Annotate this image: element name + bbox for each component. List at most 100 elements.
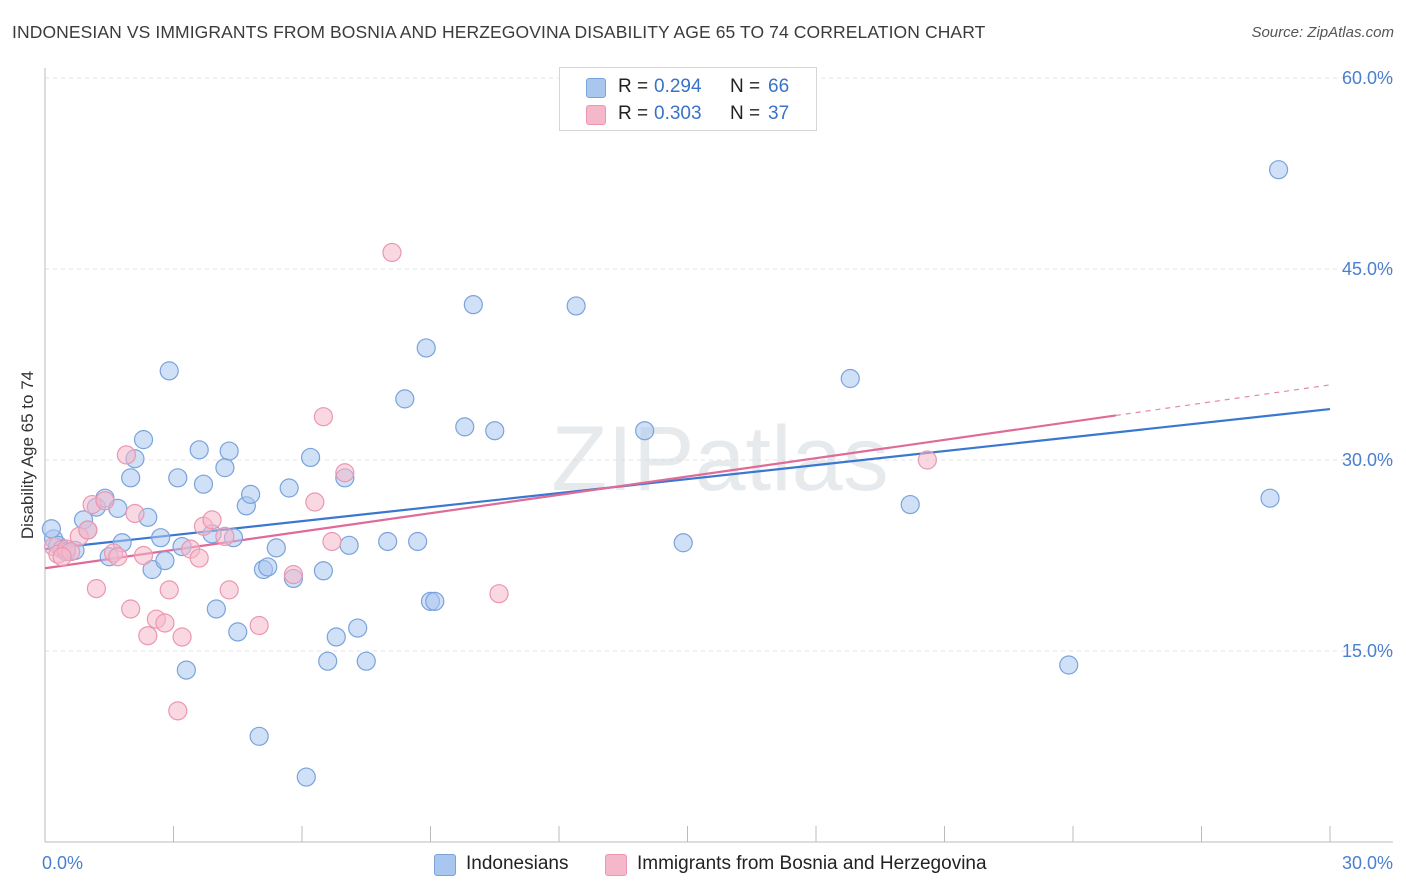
point-indonesian (300, 447, 321, 468)
y-axis-label: Disability Age 65 to 74 (18, 371, 37, 539)
bottom-legend-label: Indonesians (466, 853, 569, 874)
point-bosnia (121, 599, 141, 619)
point-indonesian (168, 468, 188, 488)
point-indonesian (155, 550, 175, 571)
point-indonesian (635, 421, 655, 441)
point-indonesian (296, 767, 316, 787)
point-indonesian (121, 468, 141, 488)
point-bosnia (86, 579, 107, 599)
point-bosnia (189, 548, 209, 568)
point-indonesian (378, 531, 398, 552)
point-indonesian (151, 528, 171, 548)
point-indonesian (425, 591, 445, 611)
point-indonesian (485, 421, 505, 441)
legend-n-label: N = (730, 76, 761, 97)
data-points (41, 160, 1289, 787)
trend-line-indonesian (44, 407, 1331, 551)
bottom-legend-swatch-blue (434, 854, 456, 876)
point-bosnia (322, 531, 342, 552)
grid-lines (45, 77, 1393, 652)
point-bosnia (202, 510, 222, 530)
point-bosnia (489, 584, 509, 604)
point-bosnia (108, 547, 128, 567)
point-bosnia (168, 701, 188, 721)
x-tick-label: 0.0% (42, 853, 83, 873)
point-indonesian (395, 389, 415, 409)
point-indonesian (339, 535, 359, 555)
y-tick-label: 45.0% (1342, 259, 1393, 279)
legend-r-label: R = (618, 103, 649, 124)
point-indonesian (463, 295, 483, 315)
point-indonesian (159, 361, 179, 381)
point-indonesian (348, 618, 368, 638)
chart-title: INDONESIAN VS IMMIGRANTS FROM BOSNIA AND… (12, 22, 986, 42)
legend-swatch-blue (586, 78, 606, 98)
trend-line-extension-bosnia (1115, 384, 1331, 417)
point-indonesian (219, 441, 239, 461)
point-bosnia (155, 613, 175, 633)
point-indonesian (416, 338, 436, 358)
point-indonesian (176, 660, 196, 680)
point-indonesian (1059, 655, 1079, 675)
legend-n-value: 37 (768, 103, 790, 124)
point-bosnia (335, 463, 355, 483)
legend-n-value: 66 (768, 76, 790, 97)
y-tick-label: 30.0% (1342, 450, 1393, 470)
point-indonesian (1260, 488, 1280, 508)
point-indonesian (133, 430, 154, 450)
point-indonesian (455, 417, 475, 437)
point-indonesian (241, 484, 261, 504)
point-indonesian (408, 531, 428, 552)
point-indonesian (41, 519, 62, 539)
legend-r-value: 0.294 (654, 76, 702, 97)
legend: R = 0.294 N = 66 R = 0.303 N = 37 (559, 67, 817, 131)
point-bosnia (917, 450, 937, 470)
point-bosnia (52, 547, 72, 567)
point-indonesian (193, 474, 214, 494)
point-indonesian (326, 627, 346, 647)
point-indonesian (313, 561, 334, 581)
axes (44, 68, 1393, 843)
bottom-legend-swatch-pink (605, 854, 627, 876)
legend-r-label: R = (618, 76, 649, 97)
point-indonesian (189, 440, 209, 460)
point-bosnia (138, 626, 158, 646)
legend-n-label: N = (730, 103, 761, 124)
watermark: ZIPatlas (551, 408, 888, 510)
point-indonesian (840, 368, 860, 389)
point-indonesian (206, 599, 226, 619)
y-tick-label: 15.0% (1342, 641, 1393, 661)
legend-row-bosnia: R = 0.303 N = 37 (560, 102, 816, 128)
point-bosnia (159, 580, 179, 600)
point-bosnia (249, 615, 269, 636)
point-indonesian (266, 538, 286, 558)
point-bosnia (215, 526, 235, 547)
bottom-legend-label: Immigrants from Bosnia and Herzegovina (637, 853, 987, 874)
point-indonesian (1268, 160, 1289, 180)
point-indonesian (258, 557, 278, 577)
point-bosnia (78, 520, 98, 540)
x-tick-label: 30.0% (1342, 853, 1393, 873)
point-bosnia (133, 545, 154, 566)
point-bosnia (125, 503, 145, 524)
point-indonesian (673, 533, 693, 553)
source-label: Source: ZipAtlas.com (1251, 24, 1394, 41)
point-indonesian (215, 458, 235, 478)
point-indonesian (228, 622, 248, 642)
point-indonesian (318, 651, 338, 671)
point-bosnia (283, 564, 304, 585)
point-bosnia (305, 492, 325, 512)
point-bosnia (95, 491, 115, 511)
point-bosnia (219, 580, 239, 600)
point-bosnia (313, 407, 334, 427)
point-indonesian (566, 296, 586, 316)
legend-r-value: 0.303 (654, 103, 702, 124)
point-indonesian (356, 651, 376, 671)
point-bosnia (382, 242, 402, 263)
point-bosnia (172, 627, 192, 647)
point-indonesian (249, 726, 269, 746)
y-tick-label: 60.0% (1342, 68, 1393, 88)
legend-row-indonesians: R = 0.294 N = 66 (560, 75, 816, 101)
point-bosnia (116, 445, 136, 465)
